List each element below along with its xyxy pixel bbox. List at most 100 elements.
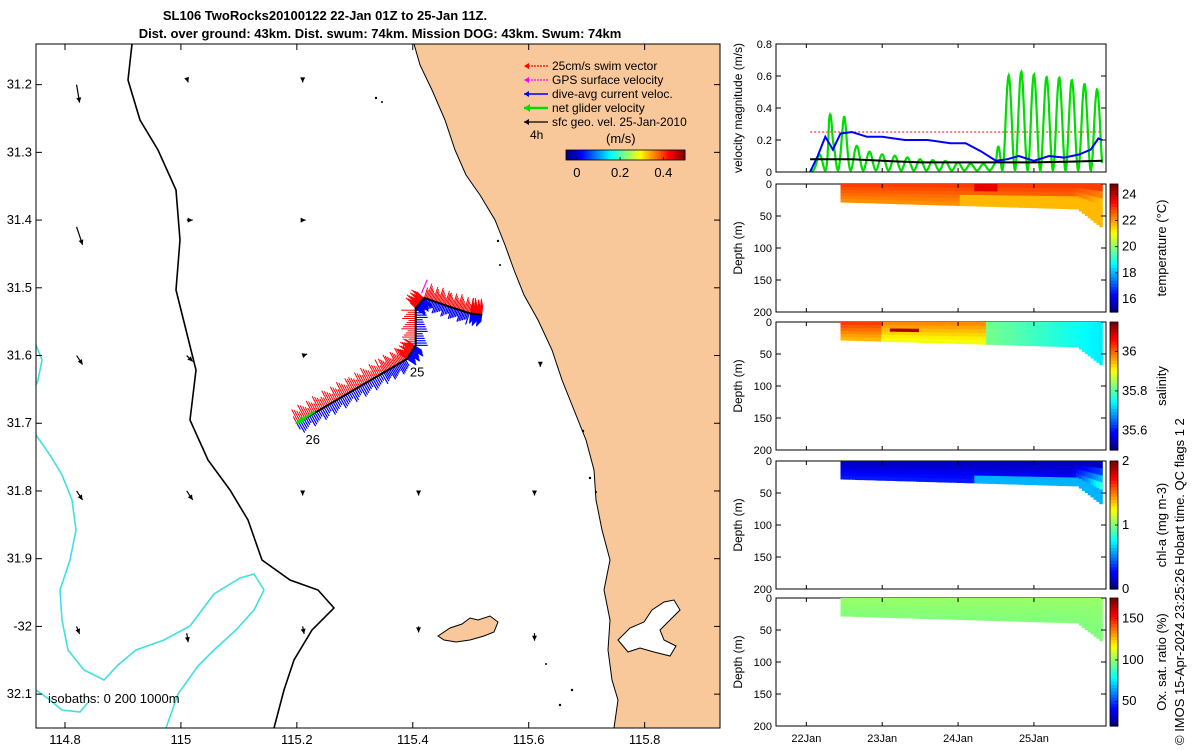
- section-cell: [965, 461, 969, 466]
- section-cell: [889, 200, 894, 204]
- section-cell: [898, 601, 903, 606]
- section-cell: [1061, 334, 1065, 339]
- current-vector: [328, 403, 337, 415]
- sfc-vector-head: [184, 636, 190, 643]
- section-cell: [898, 197, 903, 201]
- section-cell: [889, 328, 894, 333]
- section-cell: [983, 322, 987, 327]
- section-cell: [892, 611, 897, 615]
- section-cell: [1070, 334, 1074, 339]
- section-cell: [994, 472, 999, 477]
- section-cell: [1070, 338, 1074, 344]
- section-cell: [977, 191, 981, 196]
- section-cell: [1029, 322, 1033, 327]
- section-colorbar-swatch: [1110, 547, 1118, 552]
- section-cell: [892, 474, 897, 478]
- section-cell: [1084, 322, 1089, 328]
- section-cell: [1044, 613, 1048, 619]
- section-cell: [860, 337, 865, 342]
- section-cell: [991, 198, 996, 204]
- section-cell: [1006, 337, 1010, 342]
- section-colorbar-swatch: [1110, 289, 1118, 294]
- colorbar-swatch: [625, 150, 628, 160]
- section-colorbar-swatch: [1110, 544, 1118, 548]
- section-cell: [977, 616, 981, 621]
- section-cell: [1096, 328, 1100, 336]
- section-cell: [1078, 483, 1083, 489]
- section-cell: [962, 601, 967, 606]
- section-cell: [1047, 326, 1051, 331]
- section-cell: [953, 201, 958, 206]
- section-cell: [916, 467, 920, 472]
- section-cell: [1093, 610, 1097, 618]
- section-cell: [956, 608, 961, 613]
- section-cell: [977, 198, 981, 203]
- swim-vector: [466, 301, 471, 313]
- section-cell: [1023, 184, 1028, 189]
- current-vector: [341, 396, 349, 407]
- section-cell: [933, 608, 937, 613]
- section-cell: [1009, 613, 1013, 618]
- section-colorbar-swatch: [1110, 630, 1118, 634]
- section-cell: [852, 476, 856, 480]
- velocity-current-series: [809, 130, 1103, 173]
- section-cell: [1044, 602, 1048, 607]
- section-cell: [971, 336, 975, 341]
- current-vector: [400, 361, 407, 372]
- section-cell: [1003, 605, 1007, 610]
- section-cell: [840, 322, 844, 326]
- section-cell: [933, 197, 937, 202]
- section-colorbar-swatch: [1110, 636, 1118, 641]
- section-cell: [1047, 598, 1051, 603]
- section-cell: [983, 202, 987, 207]
- section-cell: [991, 187, 996, 192]
- colorbar-swatch: [611, 150, 615, 160]
- swim-vector: [344, 378, 353, 392]
- section-cell: [910, 325, 914, 330]
- section-cell: [1044, 609, 1048, 615]
- section-cell: [1023, 322, 1028, 327]
- section-colorbar-swatch: [1110, 232, 1118, 236]
- section-cell: [849, 476, 853, 480]
- section-cell: [1029, 184, 1033, 189]
- section-cell: [1073, 465, 1077, 470]
- section-cell: [951, 464, 955, 469]
- section-cell: [1009, 609, 1013, 614]
- section-cell: [910, 328, 914, 333]
- section-cell: [924, 325, 929, 330]
- section-cell: [869, 325, 874, 329]
- section-cell: [1078, 620, 1083, 626]
- section-cell: [1000, 609, 1004, 614]
- swim-vector: [291, 409, 299, 423]
- section-colorbar-swatch: [1110, 678, 1118, 682]
- section-colorbar-swatch: [1110, 209, 1118, 214]
- section-cell: [895, 331, 900, 336]
- current-vector: [411, 350, 419, 357]
- section-cell: [962, 471, 967, 476]
- section-cell: [968, 184, 972, 189]
- section-cell: [980, 202, 984, 207]
- current-vector: [403, 360, 409, 368]
- current-vector: [428, 300, 433, 310]
- section-cell: [1006, 199, 1010, 204]
- section-cell: [1003, 199, 1007, 204]
- section-cell: [1015, 468, 1019, 474]
- section-cell: [971, 187, 975, 192]
- section-cell: [895, 322, 900, 326]
- section-cell: [904, 190, 908, 195]
- section-cell: [1012, 609, 1016, 614]
- section-cell: [1076, 469, 1080, 474]
- map-ytick-label: 32.1: [7, 686, 32, 701]
- swim-vector: [400, 345, 412, 354]
- section-cell: [1000, 613, 1004, 618]
- current-vector: [330, 402, 338, 413]
- section-cell: [921, 322, 926, 326]
- section-cell: [852, 607, 856, 611]
- section-cell: [1015, 476, 1019, 481]
- section-cell: [1067, 204, 1071, 210]
- section-cell: [872, 196, 876, 201]
- section-colorbar-swatch: [1110, 296, 1118, 300]
- section-cell: [872, 467, 876, 471]
